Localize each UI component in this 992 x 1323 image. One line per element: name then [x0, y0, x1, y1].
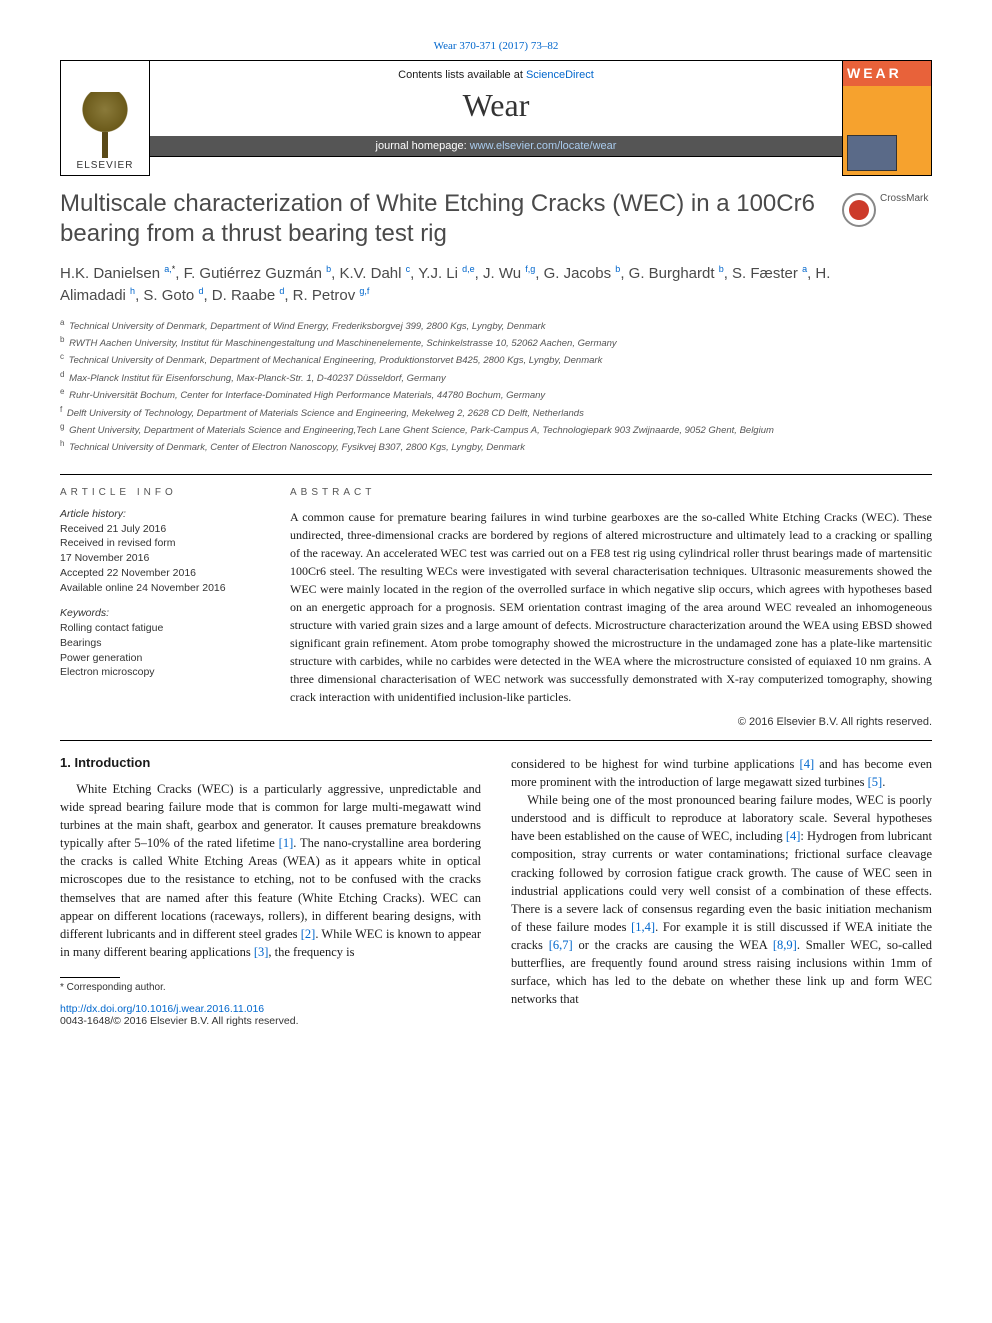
ref-link[interactable]: [1]: [279, 836, 294, 850]
ref-link[interactable]: [1,4]: [631, 920, 655, 934]
abstract-copyright: © 2016 Elsevier B.V. All rights reserved…: [290, 716, 932, 728]
issn-copyright: 0043-1648/© 2016 Elsevier B.V. All right…: [60, 1015, 481, 1027]
article-title: Multiscale characterization of White Etc…: [60, 189, 832, 249]
journal-name: Wear: [61, 85, 931, 136]
body-paragraph: While being one of the most pronounced b…: [511, 791, 932, 1009]
corresponding-author-note: * Corresponding author.: [60, 982, 481, 993]
crossmark-icon: [842, 193, 876, 227]
abstract-text: A common cause for premature bearing fai…: [290, 508, 932, 706]
elsevier-label: ELSEVIER: [77, 160, 134, 171]
doi-link-line: http://dx.doi.org/10.1016/j.wear.2016.11…: [60, 1003, 481, 1015]
doi-link[interactable]: http://dx.doi.org/10.1016/j.wear.2016.11…: [60, 1003, 264, 1015]
keywords-list: Rolling contact fatigueBearingsPower gen…: [60, 621, 260, 680]
abstract-heading: ABSTRACT: [290, 487, 932, 498]
ref-link[interactable]: [8,9]: [773, 938, 797, 952]
cover-journal-label: WEAR: [847, 65, 927, 81]
author-list: H.K. Danielsen a,*, F. Gutiérrez Guzmán …: [60, 263, 832, 307]
crossmark-label: CrossMark: [880, 193, 928, 204]
contents-listing: Contents lists available at ScienceDirec…: [398, 69, 594, 81]
journal-homepage-bar: journal homepage: www.elsevier.com/locat…: [61, 136, 931, 156]
ref-link[interactable]: [4]: [786, 829, 801, 843]
footnote-rule: [60, 977, 120, 978]
ref-link[interactable]: [2]: [301, 927, 316, 941]
citation-link[interactable]: Wear 370-371 (2017) 73–82: [434, 40, 559, 52]
ref-link[interactable]: [5]: [868, 775, 883, 789]
rule-top: [60, 474, 932, 475]
elsevier-tree-icon: [75, 88, 135, 158]
affiliation-list: a Technical University of Denmark, Depar…: [60, 317, 832, 456]
homepage-prefix: journal homepage:: [376, 140, 470, 152]
crossmark-badge[interactable]: CrossMark: [842, 193, 932, 462]
keywords-label: Keywords:: [60, 607, 260, 619]
section-heading-intro: 1. Introduction: [60, 755, 481, 770]
citation-header: Wear 370-371 (2017) 73–82: [60, 40, 932, 52]
sciencedirect-link[interactable]: ScienceDirect: [526, 69, 594, 81]
ref-link[interactable]: [4]: [800, 757, 815, 771]
article-history: Received 21 July 2016Received in revised…: [60, 522, 260, 595]
history-label: Article history:: [60, 508, 260, 520]
rule-bottom: [60, 740, 932, 741]
body-paragraph: considered to be highest for wind turbin…: [511, 755, 932, 791]
journal-cover-thumb[interactable]: WEAR: [842, 60, 932, 176]
journal-header-box: ELSEVIER WEAR Contents lists available a…: [60, 60, 932, 157]
ref-link[interactable]: [3]: [254, 945, 269, 959]
cover-mini-image: [847, 135, 897, 171]
body-paragraph: White Etching Cracks (WEC) is a particul…: [60, 780, 481, 961]
ref-link[interactable]: [6,7]: [549, 938, 573, 952]
elsevier-logo[interactable]: ELSEVIER: [60, 60, 150, 176]
article-info-heading: ARTICLE INFO: [60, 487, 260, 498]
journal-homepage-link[interactable]: www.elsevier.com/locate/wear: [470, 140, 617, 152]
listing-prefix: Contents lists available at: [398, 69, 526, 81]
